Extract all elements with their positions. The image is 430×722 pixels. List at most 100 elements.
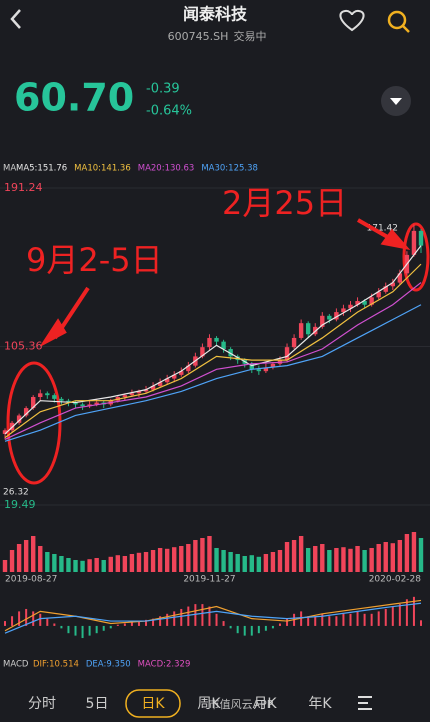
volume-bar — [101, 560, 106, 572]
active-tab-frame — [125, 689, 181, 718]
candle-body — [16, 415, 22, 423]
macd-bar — [398, 604, 401, 626]
volume-bar — [186, 544, 191, 572]
candle-body — [263, 367, 269, 372]
macd-label: MACD — [3, 660, 29, 670]
macd-bar — [363, 613, 366, 626]
y-tick-label: 19.49 — [4, 498, 36, 511]
macd-bar — [286, 618, 289, 626]
tab[interactable]: 年K — [308, 696, 332, 712]
volume-bar — [59, 556, 64, 572]
change-pct: -0.64% — [146, 104, 192, 119]
macd-bar — [109, 625, 112, 629]
candle-body — [348, 304, 353, 309]
volume-bar — [341, 547, 346, 572]
candle-body — [31, 397, 36, 409]
macd-bar — [370, 613, 373, 626]
candle-body — [411, 230, 417, 255]
volume-bar — [115, 555, 121, 572]
volume-bar — [73, 560, 78, 572]
search-button[interactable] — [387, 10, 407, 30]
candle-body — [362, 301, 367, 305]
macd-bar — [159, 616, 162, 626]
trade-status: 交易中 — [234, 29, 267, 43]
candle-body — [291, 337, 297, 348]
macd-bar — [32, 611, 35, 626]
candle-body — [80, 404, 85, 407]
legend-entry: MA5:151.76 — [16, 164, 67, 174]
macd-bar — [4, 621, 6, 626]
y-tick-label: 105.36 — [4, 340, 43, 353]
stock-code: 600745.SH — [168, 30, 229, 43]
volume-bar — [221, 550, 226, 572]
volume-bar — [38, 546, 43, 572]
candle-body — [45, 393, 50, 396]
tab[interactable]: 周K — [197, 696, 221, 712]
high-label: 171.42 — [367, 224, 399, 234]
highlight-ellipse — [402, 222, 430, 292]
tab[interactable]: 分时 — [28, 696, 56, 712]
annotation: 2月25日 — [222, 184, 347, 222]
candle-body — [2, 430, 8, 434]
tab[interactable]: 月K — [253, 696, 277, 712]
candle-body — [270, 363, 276, 368]
candle-body — [23, 408, 29, 416]
candle-body — [136, 391, 142, 394]
tab[interactable]: 5日 — [86, 696, 109, 712]
favorite-button[interactable] — [339, 9, 365, 32]
macd-bar — [11, 616, 14, 626]
volume-bar — [193, 540, 198, 572]
highlight-ellipse — [6, 361, 62, 485]
volume-bar — [270, 552, 276, 572]
candle-body — [143, 389, 149, 392]
tab[interactable]: 日K — [141, 696, 165, 712]
volume-bar — [108, 556, 113, 572]
watermark: 市值风云APP — [209, 697, 274, 711]
volume-bar — [143, 552, 149, 572]
candle-body — [94, 402, 99, 405]
volume-bar — [150, 550, 156, 572]
macd-bar — [314, 616, 317, 626]
volume-bar — [284, 542, 290, 572]
macd-bar — [145, 619, 148, 626]
volume-bar — [52, 554, 57, 572]
macd-bar — [166, 613, 169, 626]
x-tick-label: 2019-11-27 — [183, 575, 235, 585]
candle-body — [122, 395, 128, 398]
candle-body — [334, 312, 339, 320]
volume-bar — [87, 559, 92, 572]
back-button[interactable] — [10, 9, 21, 29]
candle-body — [38, 393, 43, 398]
settings-icon[interactable] — [358, 696, 372, 710]
macd-bar — [391, 606, 394, 626]
macd-bar — [321, 613, 324, 626]
volume-bar — [334, 548, 339, 572]
candle-body — [298, 323, 304, 338]
macd-bar — [88, 625, 91, 636]
legend-entry: MA10:141.36 — [74, 164, 131, 174]
volume-bar — [122, 556, 128, 572]
legend-entry: MACD:2.329 — [138, 660, 191, 670]
macd-bar — [180, 608, 183, 626]
candle-body — [256, 369, 262, 372]
legend-entry: MA20:130.63 — [138, 164, 195, 174]
ma-line — [4, 304, 422, 442]
volume-bar — [362, 550, 367, 572]
macd-bar — [278, 623, 281, 626]
candle-body — [186, 365, 191, 372]
macd-bar — [264, 625, 267, 631]
candle-body — [172, 374, 177, 379]
volume-bar — [66, 558, 71, 572]
volume-bar — [277, 550, 283, 572]
candle-body — [390, 282, 395, 287]
macd-bar — [194, 604, 197, 626]
volume-bar — [249, 555, 254, 572]
macd-bar — [250, 625, 253, 636]
macd-bar — [335, 616, 338, 626]
volume-bar — [214, 548, 219, 572]
volume-bar — [31, 536, 36, 572]
macd-bar — [307, 616, 310, 626]
macd-bar — [377, 611, 380, 626]
macd-bar — [123, 623, 126, 626]
